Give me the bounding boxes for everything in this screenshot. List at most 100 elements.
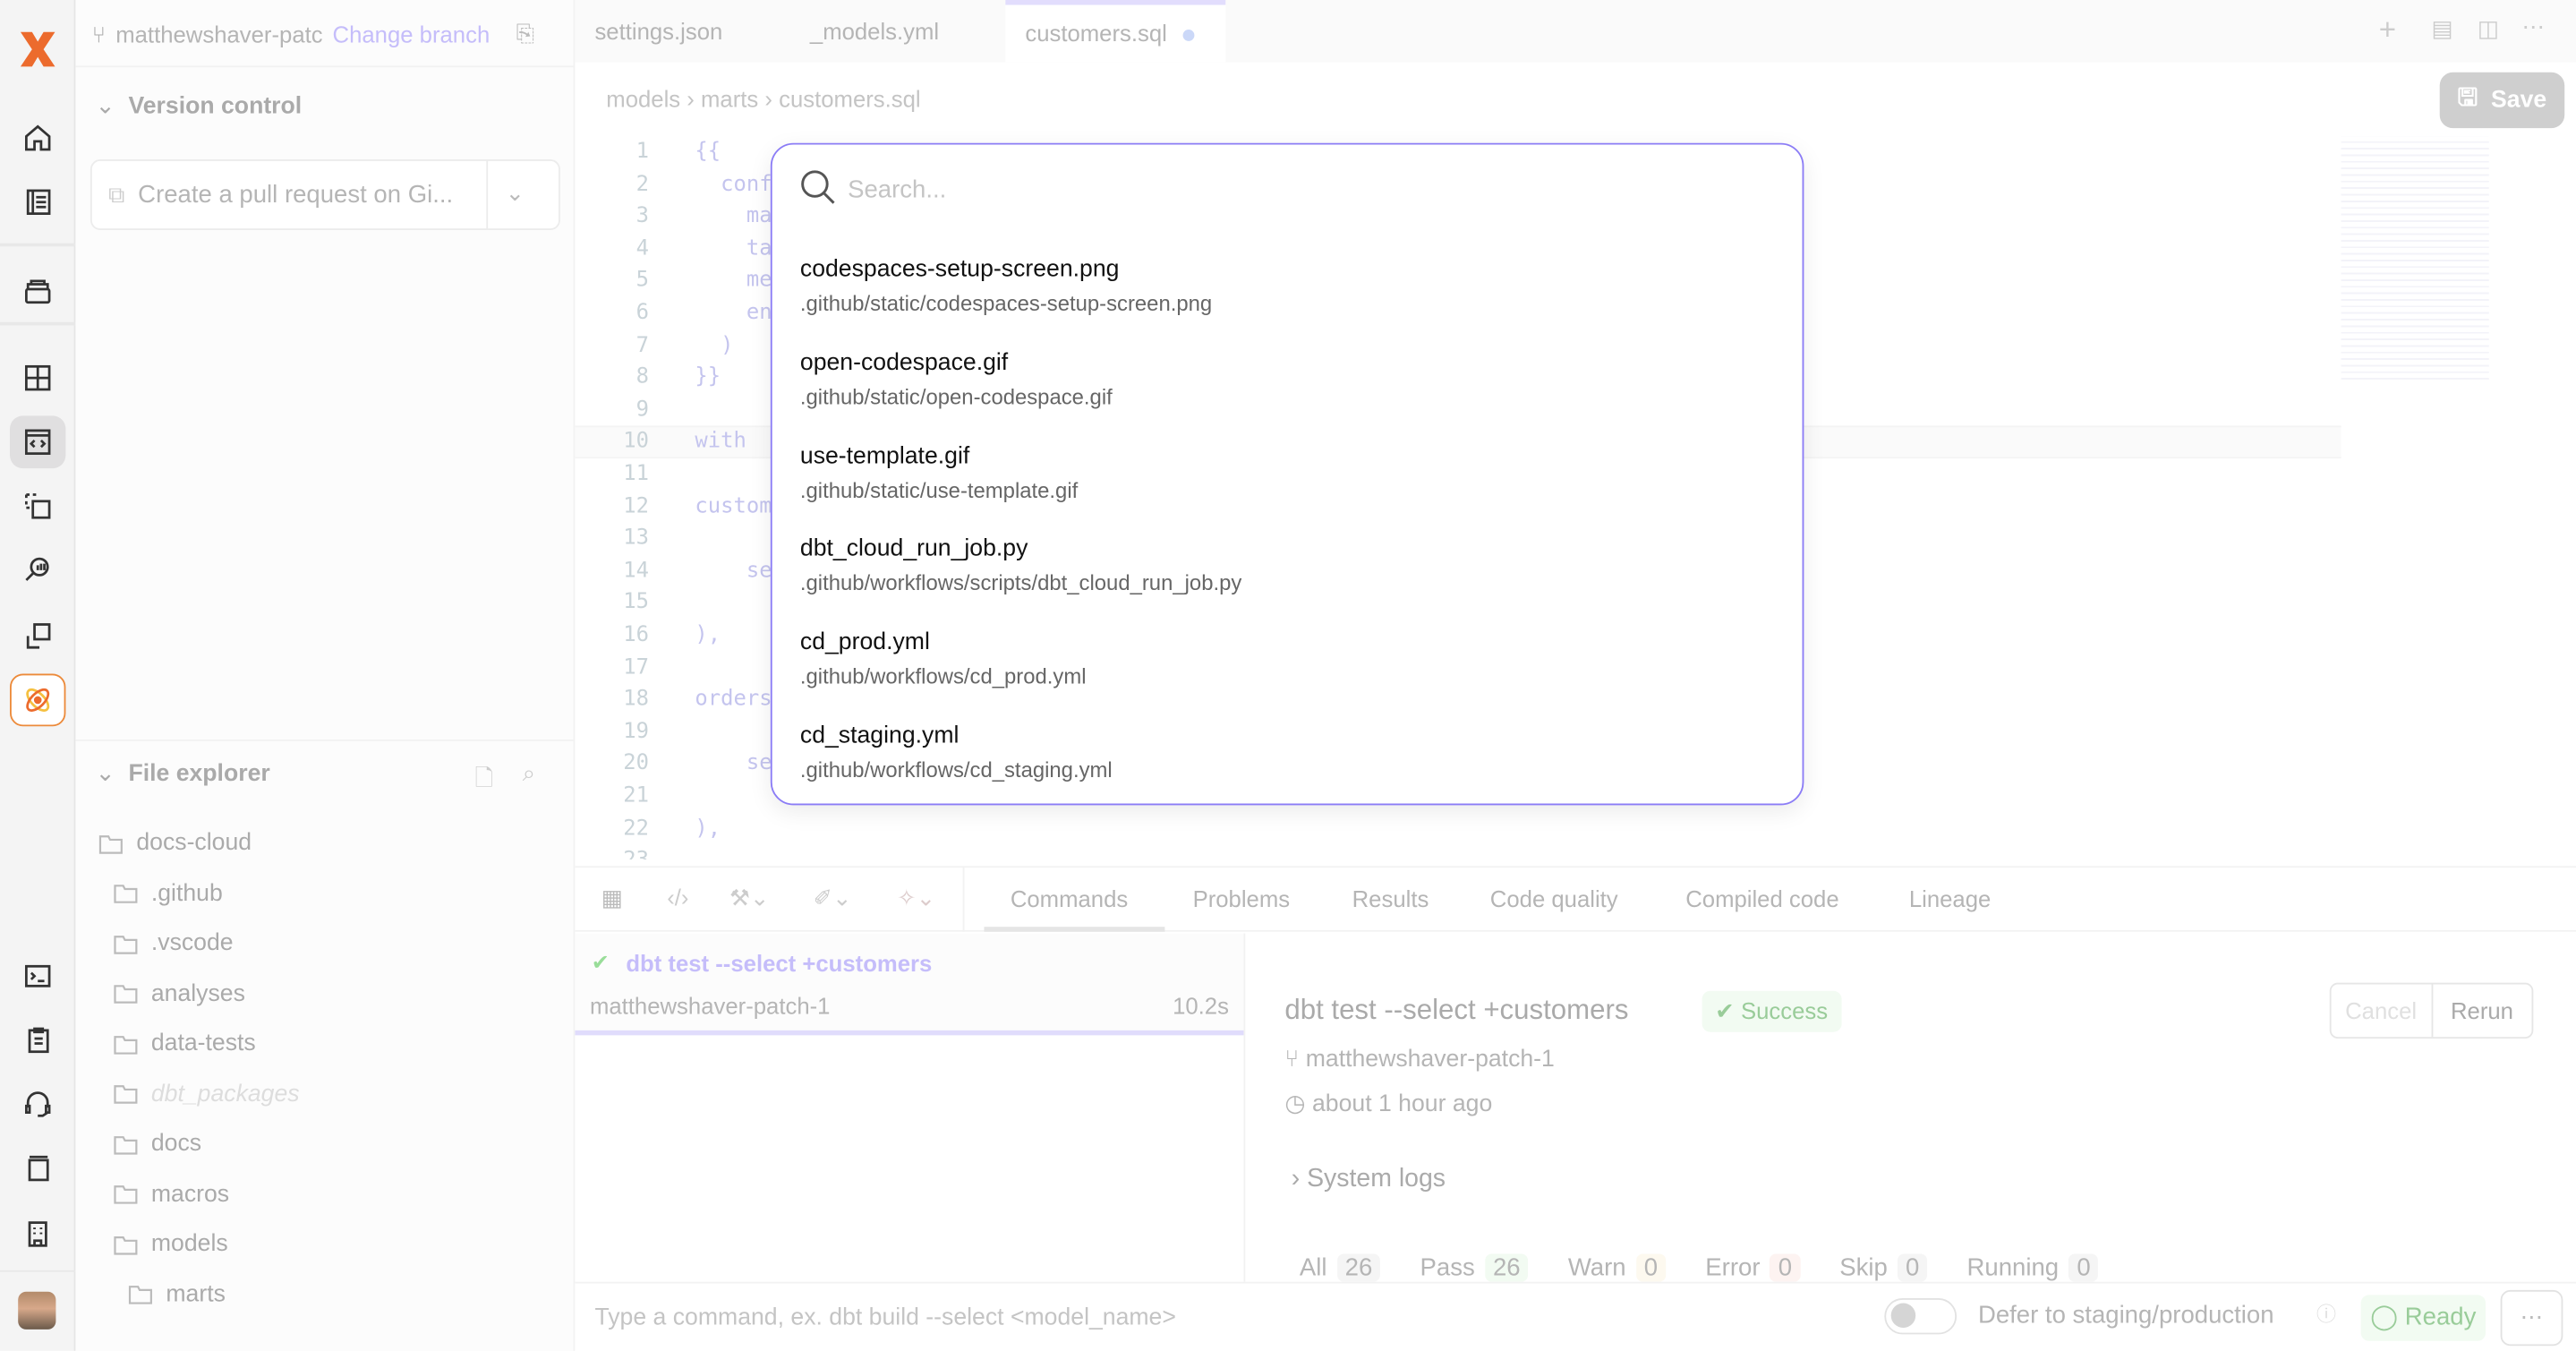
result-path: .github/workflows/cd_prod.yml xyxy=(799,663,1087,689)
count-skip[interactable]: Skip 0 xyxy=(1839,1253,1928,1282)
more-icon[interactable]: ⋯ xyxy=(2521,13,2546,40)
avatar[interactable] xyxy=(18,1291,56,1330)
table-icon[interactable]: ▦ xyxy=(601,884,624,911)
breadcrumb-item[interactable]: models xyxy=(606,85,681,112)
save-button[interactable]: 🖫 Save xyxy=(2439,72,2565,129)
count-all[interactable]: All 26 xyxy=(1300,1253,1381,1282)
clipboard-icon[interactable] xyxy=(10,1014,65,1067)
file-tree-folder[interactable]: docs-cloud xyxy=(98,830,252,856)
help-icon[interactable]: ⓘ xyxy=(2316,1303,2337,1327)
command-input[interactable] xyxy=(594,1296,1745,1339)
code-line: 11 xyxy=(575,458,770,491)
split-view-icon[interactable]: ◫ xyxy=(2477,14,2500,41)
search-result-item[interactable]: cd_staging.yml .github/workflows/cd_stagi… xyxy=(800,723,1113,782)
search-result-item[interactable]: dbt_cloud_run_job.py .github/workflows/sc… xyxy=(800,536,1241,595)
search-result-item[interactable]: use-template.gif .github/static/use-templ… xyxy=(800,443,1078,502)
line-number: 19 xyxy=(623,719,650,745)
search-result-item[interactable]: open-codespace.gif .github/static/open-co… xyxy=(800,350,1113,409)
building-icon[interactable] xyxy=(10,1208,65,1261)
tab-lineage[interactable]: Lineage xyxy=(1908,885,1992,912)
change-branch-link[interactable]: Change branch xyxy=(332,20,490,47)
wrench-dropdown-icon[interactable]: ⚒⌄ xyxy=(729,884,770,911)
tab-results[interactable]: Results xyxy=(1352,885,1429,912)
code-icon[interactable]: ‹/› xyxy=(667,884,689,911)
line-text: ) xyxy=(695,332,734,358)
pull-request-button[interactable]: ⧉ Create a pull request on Gi... ⌄ xyxy=(90,159,560,230)
magic-dropdown-icon[interactable]: ✧⌄ xyxy=(897,884,936,911)
copy-icon[interactable] xyxy=(10,610,65,663)
line-number: 6 xyxy=(635,300,650,326)
dbt-logo[interactable] xyxy=(10,23,65,76)
search-icon[interactable]: ⌕ xyxy=(522,759,536,786)
version-control-header[interactable]: ⌄ Version control xyxy=(95,93,303,120)
activity-bar xyxy=(0,0,76,1351)
grid-icon[interactable] xyxy=(10,352,65,405)
search-result-item[interactable]: cd_prod.yml .github/workflows/cd_prod.yml xyxy=(800,629,1087,688)
system-logs-toggle[interactable]: › System logs xyxy=(1291,1165,1446,1193)
layers-icon[interactable] xyxy=(10,265,65,318)
tab-customers-sql[interactable]: customers.sql xyxy=(1005,0,1226,63)
file-tree-folder[interactable]: .github xyxy=(114,880,223,906)
search-input[interactable] xyxy=(848,167,1768,210)
headset-icon[interactable] xyxy=(10,1078,65,1131)
line-number: 17 xyxy=(623,654,650,680)
atom-icon[interactable] xyxy=(10,673,66,727)
unsaved-dot xyxy=(1183,30,1196,41)
notebook-icon[interactable]: ▤ xyxy=(2431,14,2453,41)
line-number: 8 xyxy=(635,364,650,390)
folder-icon xyxy=(114,985,138,1004)
cancel-button[interactable]: Cancel xyxy=(2332,984,2433,1038)
file-tree-folder[interactable]: docs xyxy=(114,1131,201,1157)
count-error[interactable]: Error 0 xyxy=(1705,1253,1801,1282)
tab-compiled-code[interactable]: Compiled code xyxy=(1685,885,1839,912)
code-line: 5 meta = {"owner": "data-team"}, xyxy=(575,265,771,297)
search-result-item[interactable]: codespaces-setup-screen.png .github/stati… xyxy=(800,256,1212,315)
tab-code-quality[interactable]: Code quality xyxy=(1489,885,1618,912)
folder-icon xyxy=(114,1236,138,1254)
catalog-icon[interactable] xyxy=(10,175,65,228)
folder-icon xyxy=(114,1185,138,1204)
history-command: dbt test --select +customers xyxy=(626,949,933,977)
file-tree-folder[interactable]: dbt_packages xyxy=(114,1081,300,1107)
code-line: 10 with xyxy=(575,426,770,458)
file-tree-folder[interactable]: marts xyxy=(128,1281,226,1307)
more-button[interactable]: ⋯ xyxy=(2500,1289,2563,1347)
search-insights-icon[interactable] xyxy=(10,544,65,597)
code-editor[interactable]: 1{{2 config(3 materialized = "table",4 t… xyxy=(575,136,771,859)
editor-area: settings.json _models.yml customers.sql … xyxy=(575,0,2576,1351)
file-tree-folder[interactable]: analyses xyxy=(114,980,245,1006)
command-history-item[interactable]: ✔ dbt test --select +customers matthewsh… xyxy=(575,933,1244,1036)
minimap[interactable] xyxy=(2341,136,2489,383)
line-number: 20 xyxy=(623,751,650,777)
tab-commands[interactable]: Commands xyxy=(1010,885,1129,912)
code-editor-icon[interactable] xyxy=(10,415,66,469)
count-warn[interactable]: Warn 0 xyxy=(1568,1253,1667,1282)
count-pass[interactable]: Pass 26 xyxy=(1420,1253,1529,1282)
count-running[interactable]: Running 0 xyxy=(1967,1253,2099,1282)
file-tree-folder[interactable]: macros xyxy=(114,1181,229,1207)
breadcrumb-item[interactable]: marts xyxy=(701,85,759,112)
result-counts: All 26 Pass 26 Warn 0 Error 0 Skip 0 Running 0 xyxy=(1300,1253,2099,1282)
tab-settings-json[interactable]: settings.json xyxy=(594,18,723,45)
result-path: .github/workflows/cd_staging.yml xyxy=(799,757,1113,782)
chevron-down-icon[interactable]: ⌄ xyxy=(486,159,542,230)
book-icon[interactable] xyxy=(10,1142,65,1195)
broom-dropdown-icon[interactable]: ✐⌄ xyxy=(813,884,852,911)
file-tree-folder[interactable]: data-tests xyxy=(114,1030,256,1056)
tab-problems[interactable]: Problems xyxy=(1192,885,1291,912)
file-tree-folder[interactable]: .vscode xyxy=(114,930,234,956)
dashed-select-icon[interactable] xyxy=(10,480,65,533)
file-explorer-header[interactable]: ⌄ File explorer xyxy=(95,760,270,788)
tab-models-yml[interactable]: _models.yml xyxy=(809,18,940,45)
plus-icon[interactable]: + xyxy=(2378,13,2397,47)
file-tree-folder[interactable]: models xyxy=(114,1231,228,1257)
defer-toggle[interactable] xyxy=(1884,1298,1958,1335)
new-file-icon[interactable]: 🗋 xyxy=(474,764,494,791)
rerun-button[interactable]: Rerun xyxy=(2450,997,2513,1024)
line-text: materialized = "table", xyxy=(746,203,771,229)
code-line: 12 customers as ( xyxy=(575,491,771,523)
home-icon[interactable] xyxy=(10,112,65,165)
breadcrumb-item[interactable]: customers.sql xyxy=(779,85,921,112)
terminal-icon[interactable] xyxy=(10,950,65,1003)
copy-icon[interactable]: ⎘ xyxy=(516,20,535,47)
